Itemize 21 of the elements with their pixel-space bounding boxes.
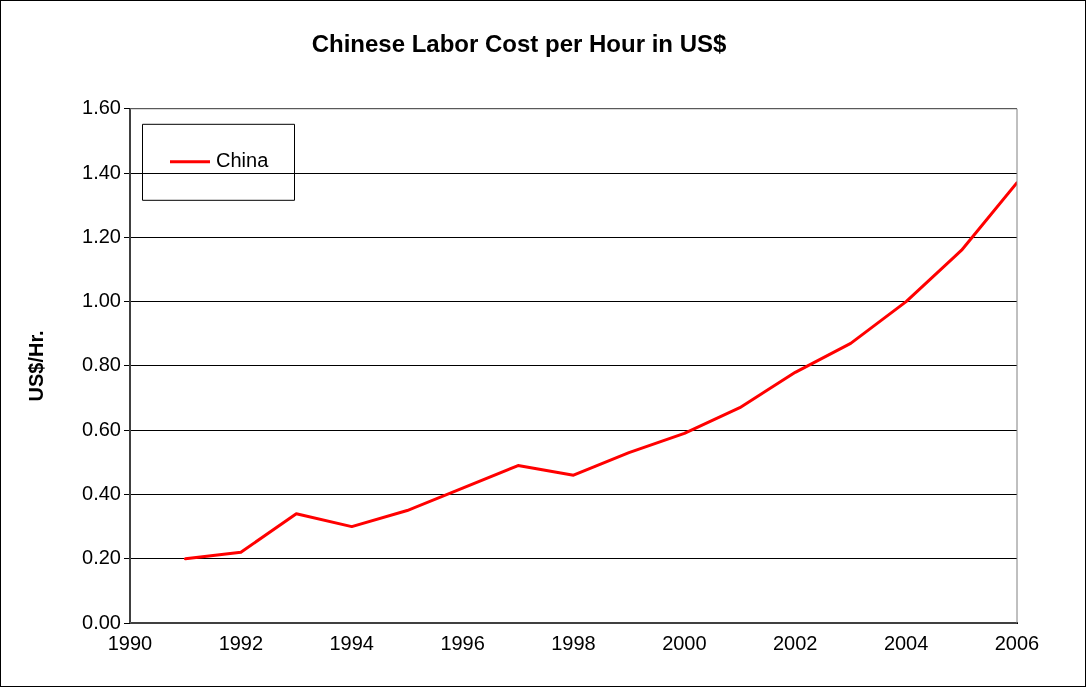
y-tick-label: 0.20 [82, 546, 121, 569]
x-tick-label: 2006 [994, 631, 1040, 654]
y-tick-label: 0.40 [82, 481, 121, 504]
x-tick-label: 2004 [883, 631, 929, 654]
y-axis-title: US$/Hr. [24, 330, 47, 402]
x-tick-label: 1994 [329, 631, 374, 654]
x-tick-label: 1998 [551, 631, 596, 654]
y-tick-label: 1.20 [82, 224, 121, 247]
y-tick-label: 1.40 [82, 160, 121, 183]
y-tick-label: 0.80 [82, 353, 121, 376]
y-tick-label: 0.00 [82, 610, 121, 633]
y-tick-label: 1.00 [82, 289, 121, 312]
x-tick-label: 1996 [440, 631, 485, 654]
y-tick-label: 1.60 [82, 96, 121, 119]
x-tick-label: 1990 [107, 631, 153, 654]
x-tick-label: 2002 [773, 631, 818, 654]
legend-label: China [216, 149, 270, 172]
y-tick-label: 0.60 [82, 417, 121, 440]
x-tick-label: 2000 [662, 631, 707, 654]
x-tick-label: 1992 [218, 631, 264, 654]
chart-title: Chinese Labor Cost per Hour in US$ [311, 30, 728, 58]
